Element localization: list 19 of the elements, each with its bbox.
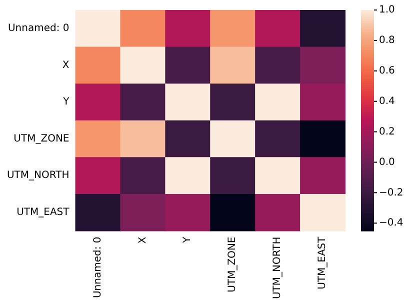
color-bar-label: 1.0 — [379, 4, 395, 16]
x-tick-label: Y — [182, 236, 194, 244]
color-bar-label: −0.4 — [379, 218, 404, 229]
y-tick-label: UTM_ZONE — [14, 133, 70, 144]
y-tick-label: UTM_EAST — [16, 206, 70, 218]
color-bar-label: 0.8 — [379, 35, 395, 46]
color-bar-label: 0.4 — [379, 96, 395, 107]
y-tick-label: Y — [62, 96, 70, 108]
color-bar-label: 0.0 — [379, 156, 395, 168]
y-tick-label: X — [62, 60, 70, 71]
color-bar-label: 0.2 — [379, 126, 395, 138]
color-bar-label: 0.6 — [379, 65, 395, 76]
y-tick-label: Unnamed: 0 — [8, 22, 70, 34]
x-tick-label: X — [137, 236, 148, 244]
color-bar-label: −0.2 — [379, 187, 404, 198]
x-tick-label: UTM_NORTH — [272, 236, 284, 300]
x-tick-label: UTM_ZONE — [227, 236, 238, 292]
y-tick-label: UTM_NORTH — [6, 170, 70, 182]
x-tick-label: UTM_EAST — [317, 236, 328, 290]
